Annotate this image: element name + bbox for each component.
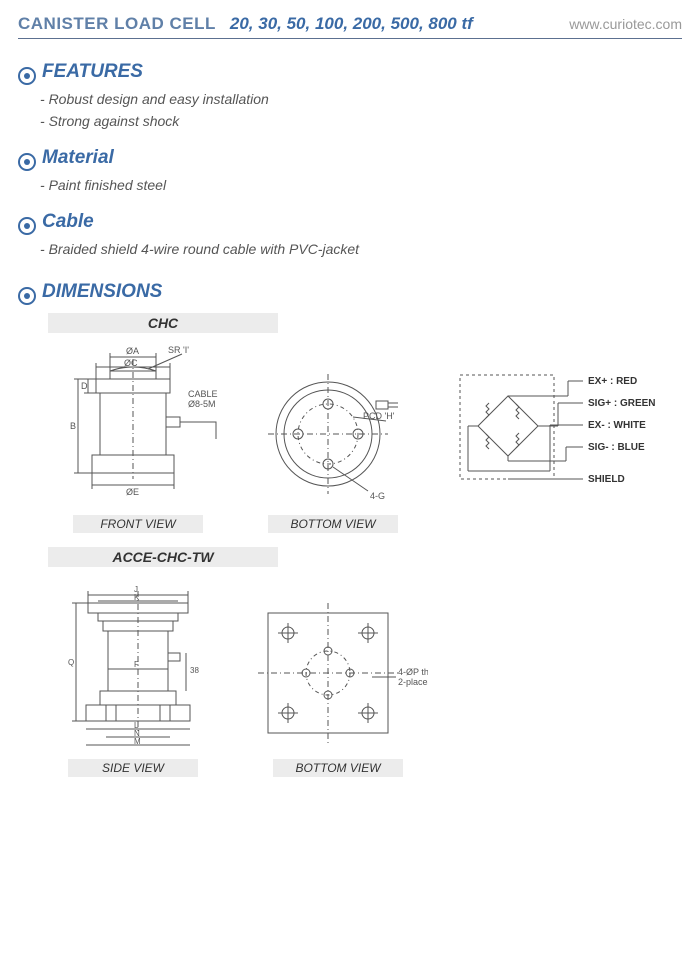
material-heading: Material xyxy=(18,147,682,171)
chc-bottom-label: BOTTOM VIEW xyxy=(268,515,398,533)
svg-text:Q: Q xyxy=(68,658,74,667)
svg-text:M: M xyxy=(134,737,141,746)
bullet-icon xyxy=(18,67,36,85)
dimensions-heading: DIMENSIONS xyxy=(18,281,682,305)
acce-side-label: SIDE VIEW xyxy=(68,759,198,777)
product-title: CANISTER LOAD CELL xyxy=(18,14,216,34)
svg-text:D: D xyxy=(81,381,88,391)
svg-text:PCD 'H': PCD 'H' xyxy=(363,411,395,421)
svg-text:ØC: ØC xyxy=(124,358,138,368)
acce-bottom-diagram: 4-ØP thru2-places xyxy=(248,593,428,753)
svg-text:4-ØP thru2-places: 4-ØP thru2-places xyxy=(398,667,428,687)
svg-text:CABLEØ8-5M: CABLEØ8-5M xyxy=(188,389,218,409)
capacities: 20, 30, 50, 100, 200, 500, 800 tf xyxy=(230,14,473,34)
chc-bottom-col: PCD 'H' 4-G BOTTOM VIEW xyxy=(258,359,408,533)
acce-title: ACCE-CHC-TW xyxy=(48,547,278,567)
feature-item: - Robust design and easy installation xyxy=(40,91,682,107)
bullet-icon xyxy=(18,217,36,235)
acce-bottom-col: 4-ØP thru2-places BOTTOM VIEW xyxy=(248,593,428,777)
wiring-diagram: EX+ : RED SIG+ : GREEN EX- : WHITE SIG- … xyxy=(438,361,658,491)
site-url: www.curiotec.com xyxy=(569,16,682,32)
features-heading: FEATURES xyxy=(18,61,682,85)
svg-text:38: 38 xyxy=(190,666,199,675)
svg-text:EX- : WHITE: EX- : WHITE xyxy=(588,420,646,431)
svg-text:SHIELD: SHIELD xyxy=(588,474,625,485)
svg-text:SIG+ : GREEN: SIG+ : GREEN xyxy=(588,398,656,409)
bullet-icon xyxy=(18,153,36,171)
svg-text:K: K xyxy=(134,593,140,602)
feature-item: - Strong against shock xyxy=(40,113,682,129)
chc-front-label: FRONT VIEW xyxy=(73,515,203,533)
acce-row: J K Q F 38 L N M SIDE VIEW xyxy=(48,573,682,777)
chc-bottom-diagram: PCD 'H' 4-G xyxy=(258,359,408,509)
acce-side-col: J K Q F 38 L N M SIDE VIEW xyxy=(48,573,218,777)
cable-item: - Braided shield 4-wire round cable with… xyxy=(40,241,682,257)
acce-bottom-label: BOTTOM VIEW xyxy=(273,759,403,777)
svg-text:SR 'I': SR 'I' xyxy=(168,345,189,355)
chc-front-diagram: ØA ØC B D ØE SR 'I' CABLEØ8-5M xyxy=(48,339,228,509)
cable-heading: Cable xyxy=(18,211,682,235)
chc-front-col: ØA ØC B D ØE SR 'I' CABLEØ8-5M FRONT VIE… xyxy=(48,339,228,533)
svg-text:F: F xyxy=(134,660,139,669)
acce-side-diagram: J K Q F 38 L N M xyxy=(48,573,218,753)
wiring-col: EX+ : RED SIG+ : GREEN EX- : WHITE SIG- … xyxy=(438,361,658,491)
svg-text:B: B xyxy=(70,421,76,431)
bullet-icon xyxy=(18,287,36,305)
svg-text:SIG- : BLUE: SIG- : BLUE xyxy=(588,442,645,453)
svg-text:4-G: 4-G xyxy=(370,491,385,501)
material-item: - Paint finished steel xyxy=(40,177,682,193)
svg-text:EX+ : RED: EX+ : RED xyxy=(588,376,637,387)
svg-text:ØA: ØA xyxy=(126,346,139,356)
chc-row: ØA ØC B D ØE SR 'I' CABLEØ8-5M FRONT VIE… xyxy=(48,339,682,533)
svg-text:ØE: ØE xyxy=(126,487,139,497)
header: CANISTER LOAD CELL 20, 30, 50, 100, 200,… xyxy=(18,14,682,39)
chc-title: CHC xyxy=(48,313,278,333)
